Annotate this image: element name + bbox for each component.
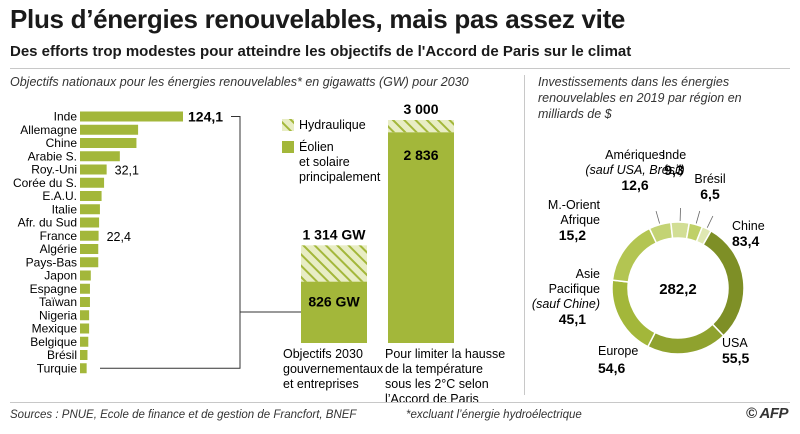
bar	[80, 350, 88, 360]
bar-category-label: Italie	[52, 202, 78, 216]
slice-name-label: Asie Pacifique (sauf Chine)	[532, 267, 600, 311]
segment-value-label: 826 GW	[308, 294, 360, 310]
bar	[80, 297, 90, 307]
segment-value-label: 2 836	[403, 147, 438, 163]
bar-category-label: Japon	[44, 269, 77, 283]
bar	[80, 310, 90, 321]
left-panel-label: Objectifs nationaux pour les énergies re…	[10, 75, 469, 89]
leader-line	[706, 215, 714, 228]
bar	[80, 363, 87, 374]
bar-category-label: Algérie	[40, 242, 78, 256]
donut-center-total: 282,2	[659, 281, 697, 298]
legend-swatch-wind-solar	[282, 141, 294, 153]
leader-line	[695, 210, 701, 224]
bar	[80, 230, 99, 241]
bar	[80, 177, 105, 188]
bar	[80, 244, 99, 254]
slice-name-label: Chine	[732, 219, 765, 233]
bar-category-label: Nigeria	[39, 308, 77, 322]
slice-value-label: 12,6	[621, 177, 648, 193]
bar-category-label: Chine	[46, 136, 78, 150]
bar-category-label: Inde	[54, 110, 78, 124]
connector-bracket	[100, 116, 241, 369]
bar	[80, 111, 183, 122]
bar-category-label: France	[40, 229, 78, 243]
bar	[80, 257, 99, 268]
donut-slice	[646, 323, 725, 355]
footnote: *excluant l’énergie hydroélectrique	[406, 409, 582, 421]
bar	[80, 138, 137, 148]
bar	[80, 151, 120, 162]
slice-value-label: 83,4	[732, 233, 759, 249]
stack-total-label: 3 000	[403, 101, 438, 117]
bar-category-label: Allemagne	[20, 123, 77, 137]
slice-value-label: 6,5	[700, 186, 720, 202]
bar	[80, 204, 100, 215]
bar-category-label: Brésil	[47, 348, 77, 362]
stack-category-label: Pour limiter la hausse de la température s…	[385, 347, 505, 406]
stack-category-label: Objectifs 2030 gouvernementaux et entrepri…	[283, 347, 384, 391]
right-panel-label: Investissements dans les énergies renouv…	[538, 75, 742, 121]
divider	[10, 402, 790, 403]
legend-label-wind-solar: Éolien et solaire principalement	[299, 139, 381, 184]
bar-category-label: Afr. du Sud	[18, 216, 77, 230]
bar-category-label: Pays-Bas	[26, 255, 77, 269]
stack-segment-hydro	[388, 120, 454, 133]
bar-category-label: Mexique	[32, 322, 78, 336]
bar-value-label: 22,4	[107, 230, 131, 244]
legend-label-hydro: Hydraulique	[299, 118, 366, 132]
panel-divider	[524, 75, 525, 395]
bar-category-label: E.A.U.	[42, 189, 77, 203]
bar-category-label: Roy.-Uni	[31, 163, 77, 177]
bar	[80, 323, 90, 334]
stack-segment-wind-solar	[301, 281, 367, 343]
slice-name-label: M.-Orient Afrique	[548, 198, 601, 227]
stack-total-label: 1 314 GW	[302, 226, 366, 242]
donut-slice	[611, 227, 658, 283]
slice-value-label: 54,6	[598, 360, 625, 376]
bar-category-label: Arabie S.	[28, 149, 77, 163]
slice-name-label: Brésil	[694, 172, 725, 186]
bar-category-label: Belgique	[30, 335, 77, 349]
bar-value-label: 32,1	[115, 164, 139, 178]
donut-slice	[611, 279, 657, 348]
slice-name-label: USA	[722, 336, 748, 350]
bar	[80, 124, 139, 135]
stack-segment-wind-solar	[388, 132, 454, 343]
stacked-bar-chart: 826 GW 1 314 GW 2 836 3 000 Objectifs 2030 go…	[282, 101, 505, 406]
slice-value-label: 15,2	[559, 227, 586, 243]
stack-segment-hydro	[301, 245, 367, 282]
donut-slice	[695, 225, 713, 246]
bar-category-label: Corée du S.	[13, 176, 77, 190]
legend-swatch-hydro	[282, 119, 294, 131]
bar-category-label: Espagne	[30, 282, 78, 296]
bar-category-label: Taïwan	[39, 295, 77, 309]
bar	[80, 336, 89, 347]
chart-title: Plus d’énergies renouvelables, mais pas …	[10, 4, 626, 34]
leader-line	[655, 210, 661, 224]
bar	[80, 217, 100, 228]
slice-name-label: Europe	[598, 344, 638, 358]
bar	[80, 164, 107, 175]
afp-logo: © AFP	[745, 405, 789, 422]
slice-name-label: Inde	[662, 148, 686, 162]
divider	[10, 68, 790, 69]
slice-value-label: 45,1	[559, 311, 586, 327]
bar	[80, 191, 102, 201]
slice-value-label: 9,3	[664, 162, 684, 178]
bar	[80, 283, 90, 294]
bar-value-label: 124,1	[188, 109, 223, 125]
slice-value-label: 55,5	[722, 350, 749, 366]
chart-subtitle: Des efforts trop modestes pour atteindre…	[10, 43, 632, 60]
source-note: Sources : PNUE, Ecole de finance et de g…	[10, 409, 357, 421]
slice-name-label: Amériques (sauf USA, Brésil)	[585, 148, 684, 177]
bar	[80, 270, 91, 281]
bar-category-label: Turquie	[37, 361, 78, 375]
